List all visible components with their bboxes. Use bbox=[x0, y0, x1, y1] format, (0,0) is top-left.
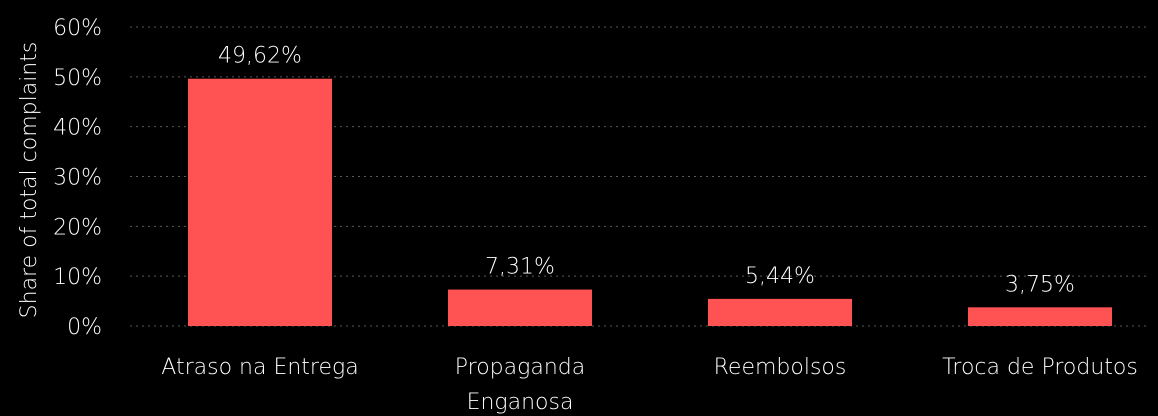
bar-value-label: 49,62% bbox=[218, 44, 302, 69]
x-category-label: Troca de Produtos bbox=[942, 355, 1138, 380]
bars bbox=[188, 78, 1112, 327]
bar-value-label: 3,75% bbox=[1005, 272, 1075, 297]
bar bbox=[188, 78, 332, 327]
y-tick-label: 60% bbox=[53, 16, 102, 41]
y-axis-ticks: 0% 10% 20% 30% 40% 50% 60% bbox=[53, 16, 102, 340]
x-axis-categories: Atraso na Entrega Propaganda Enganosa Reemb… bbox=[161, 355, 1138, 415]
bar bbox=[968, 307, 1112, 326]
y-tick-label: 40% bbox=[53, 116, 102, 141]
x-category-label: Enganosa bbox=[467, 390, 574, 415]
bar-value-label: 5,44% bbox=[745, 264, 815, 289]
y-tick-label: 30% bbox=[53, 166, 102, 191]
bar-value-label: 7,31% bbox=[485, 255, 555, 280]
x-category-label: Reembolsos bbox=[714, 355, 847, 380]
data-labels: 49,62% 7,31% 5,44% 3,75% bbox=[218, 44, 1075, 298]
y-tick-label: 0% bbox=[67, 315, 102, 340]
y-axis-title: Share of total complaints bbox=[17, 42, 42, 319]
x-category-label: Atraso na Entrega bbox=[161, 355, 358, 380]
y-tick-label: 20% bbox=[53, 215, 102, 240]
bar bbox=[708, 298, 852, 326]
y-tick-label: 10% bbox=[53, 265, 102, 290]
bar bbox=[448, 289, 592, 326]
y-tick-label: 50% bbox=[53, 66, 102, 91]
x-category-label: Propaganda bbox=[455, 355, 585, 380]
